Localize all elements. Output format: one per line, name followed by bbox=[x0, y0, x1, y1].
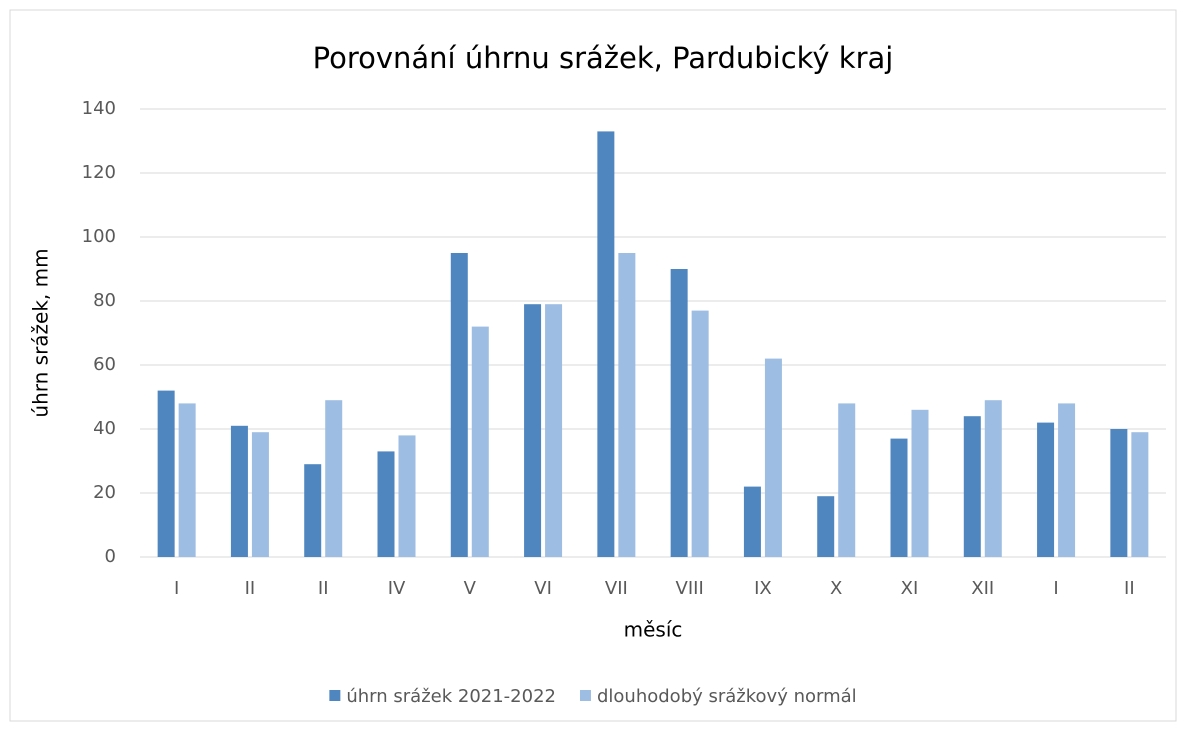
x-tick-label: XI bbox=[901, 578, 919, 599]
bar bbox=[398, 435, 416, 557]
bar bbox=[597, 131, 615, 557]
bar bbox=[524, 304, 542, 557]
bar bbox=[1110, 429, 1128, 557]
bar bbox=[890, 438, 908, 557]
bar bbox=[911, 409, 929, 557]
bar bbox=[1037, 422, 1055, 557]
bar bbox=[377, 451, 395, 557]
legend-marker bbox=[329, 690, 341, 701]
bar bbox=[471, 326, 489, 557]
x-tick-label: VIII bbox=[676, 578, 704, 599]
x-tick-label: II bbox=[245, 578, 256, 599]
bar bbox=[1058, 403, 1076, 557]
x-tick-label: XII bbox=[971, 578, 994, 599]
x-tick-label: IX bbox=[754, 578, 772, 599]
bar bbox=[984, 400, 1002, 557]
bar bbox=[450, 253, 468, 557]
x-axis-label: měsíc bbox=[624, 618, 683, 642]
bar bbox=[251, 432, 269, 557]
y-tick-label: 0 bbox=[105, 546, 116, 567]
x-tick-label: I bbox=[174, 578, 179, 599]
y-tick-label: 140 bbox=[82, 98, 116, 119]
x-tick-label: II bbox=[1124, 578, 1135, 599]
bar bbox=[963, 416, 981, 557]
x-tick-label: II bbox=[318, 578, 329, 599]
legend-marker bbox=[579, 690, 591, 701]
bar bbox=[743, 486, 761, 557]
x-tick-label: I bbox=[1053, 578, 1058, 599]
y-tick-label: 40 bbox=[93, 418, 116, 439]
legend-label: dlouhodobý srážkový normál bbox=[597, 686, 857, 707]
bar bbox=[838, 403, 856, 557]
bar bbox=[545, 304, 563, 557]
bar bbox=[178, 403, 196, 557]
x-tick-label: VI bbox=[534, 578, 552, 599]
x-tick-label: VII bbox=[605, 578, 628, 599]
legend-label: úhrn srážek 2021-2022 bbox=[346, 686, 556, 707]
bar bbox=[325, 400, 343, 557]
bar bbox=[157, 390, 175, 557]
x-tick-label: X bbox=[830, 578, 842, 599]
bar bbox=[817, 496, 835, 557]
bar bbox=[691, 310, 709, 557]
y-tick-label: 120 bbox=[82, 162, 116, 183]
y-tick-label: 80 bbox=[93, 290, 116, 311]
x-tick-label: IV bbox=[388, 578, 406, 599]
bar bbox=[1131, 432, 1149, 557]
bar bbox=[230, 425, 248, 557]
bar bbox=[304, 464, 322, 557]
bar bbox=[670, 269, 688, 557]
x-tick-label: V bbox=[464, 578, 477, 599]
bar bbox=[764, 358, 782, 557]
y-tick-label: 20 bbox=[93, 482, 116, 503]
bar bbox=[618, 253, 636, 557]
y-tick-label: 100 bbox=[82, 226, 116, 247]
y-tick-label: 60 bbox=[93, 354, 116, 375]
y-axis-label: úhrn srážek, mm bbox=[29, 248, 53, 417]
chart-title: Porovnání úhrnu srážek, Pardubický kraj bbox=[313, 41, 894, 75]
